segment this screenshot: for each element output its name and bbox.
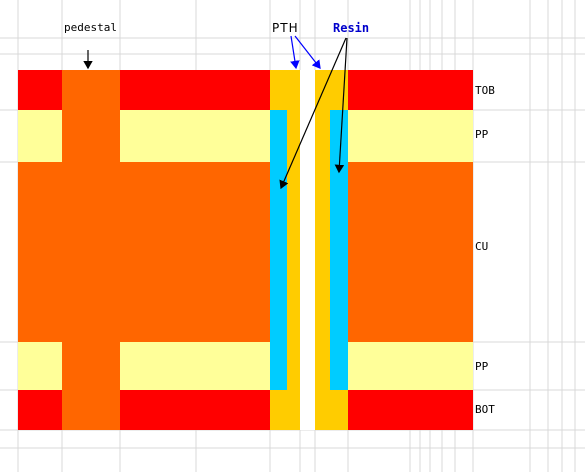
pth-label: PTH (272, 21, 299, 35)
pp-bottom-label: PP (475, 360, 489, 373)
pp-top-label: PP (475, 128, 489, 141)
cu-label: CU (475, 240, 489, 253)
bot-label: BOT (475, 403, 495, 416)
resin-label: Resin (333, 21, 370, 35)
pedestal-label: pedestal (64, 21, 117, 34)
resin-fill-right (330, 110, 348, 390)
resin-arrow-left (279, 37, 347, 190)
resin-arrow-right (334, 37, 348, 174)
pth-arrow-left (290, 35, 300, 70)
pedestal-column (62, 70, 120, 430)
pth-arrow-right (294, 35, 321, 69)
tob-label: TOB (475, 84, 495, 97)
